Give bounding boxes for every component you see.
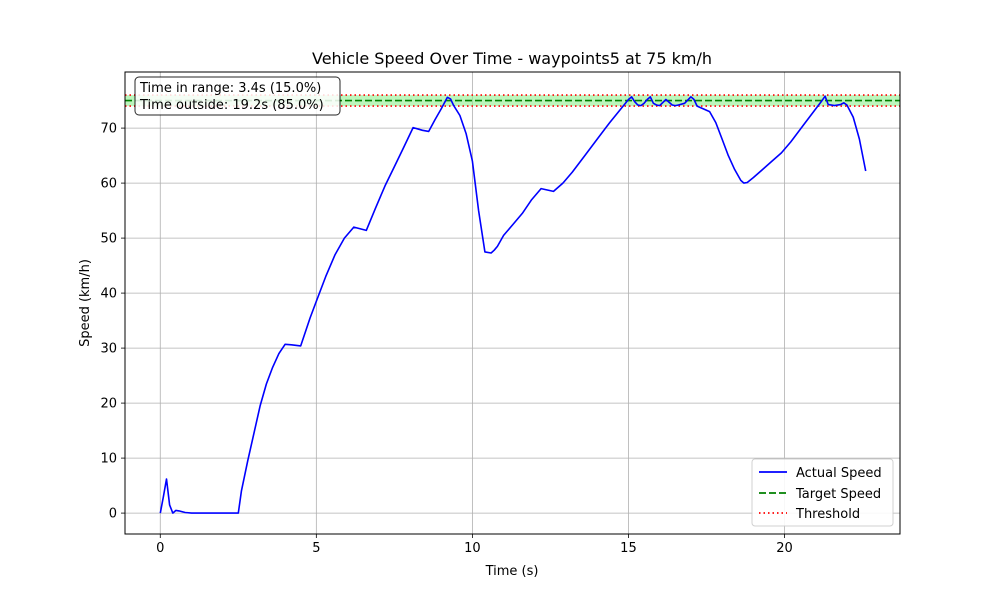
legend-label-target-speed: Target Speed [795,487,881,502]
plot-area [125,72,900,534]
annotation-line-2: Time outside: 19.2s (85.0%) [139,98,324,113]
plot-frame [124,71,901,535]
threshold-band [125,95,900,107]
range-annotation: Time in range: 3.4s (15.0%) Time outside… [134,76,341,116]
y-tick-label: 50 [100,232,117,247]
y-tick-label: 0 [109,507,117,522]
y-tick-label: 70 [100,122,117,137]
x-axis-label: Time (s) [485,564,539,579]
y-tick-label: 20 [100,397,117,412]
x-tick-label: 5 [312,541,320,556]
annotation-line-1: Time in range: 3.4s (15.0%) [139,81,321,96]
x-tick-label: 20 [776,541,793,556]
x-tick-label: 0 [156,541,164,556]
y-tick-label: 60 [100,177,117,192]
legend: Actual Speed Target Speed Threshold [751,458,894,527]
y-tick-label: 40 [100,287,117,302]
y-axis-label: Speed (km/h) [78,259,93,347]
axis-ticks: 0 5 10 15 20 0 10 20 30 40 50 60 70 [100,122,792,556]
reference-lines [125,94,900,107]
y-tick-label: 30 [100,342,117,357]
legend-label-actual-speed: Actual Speed [796,466,882,481]
target-range-band [125,95,900,107]
series-line-actual-speed [159,95,867,514]
x-tick-label: 15 [620,541,637,556]
legend-label-threshold: Threshold [795,507,860,522]
annotation-box [134,76,341,116]
legend-box [751,458,894,527]
series-lines [159,95,867,514]
y-tick-label: 10 [100,452,117,467]
chart-title: Vehicle Speed Over Time - waypoints5 at … [312,49,712,68]
x-tick-label: 10 [464,541,481,556]
